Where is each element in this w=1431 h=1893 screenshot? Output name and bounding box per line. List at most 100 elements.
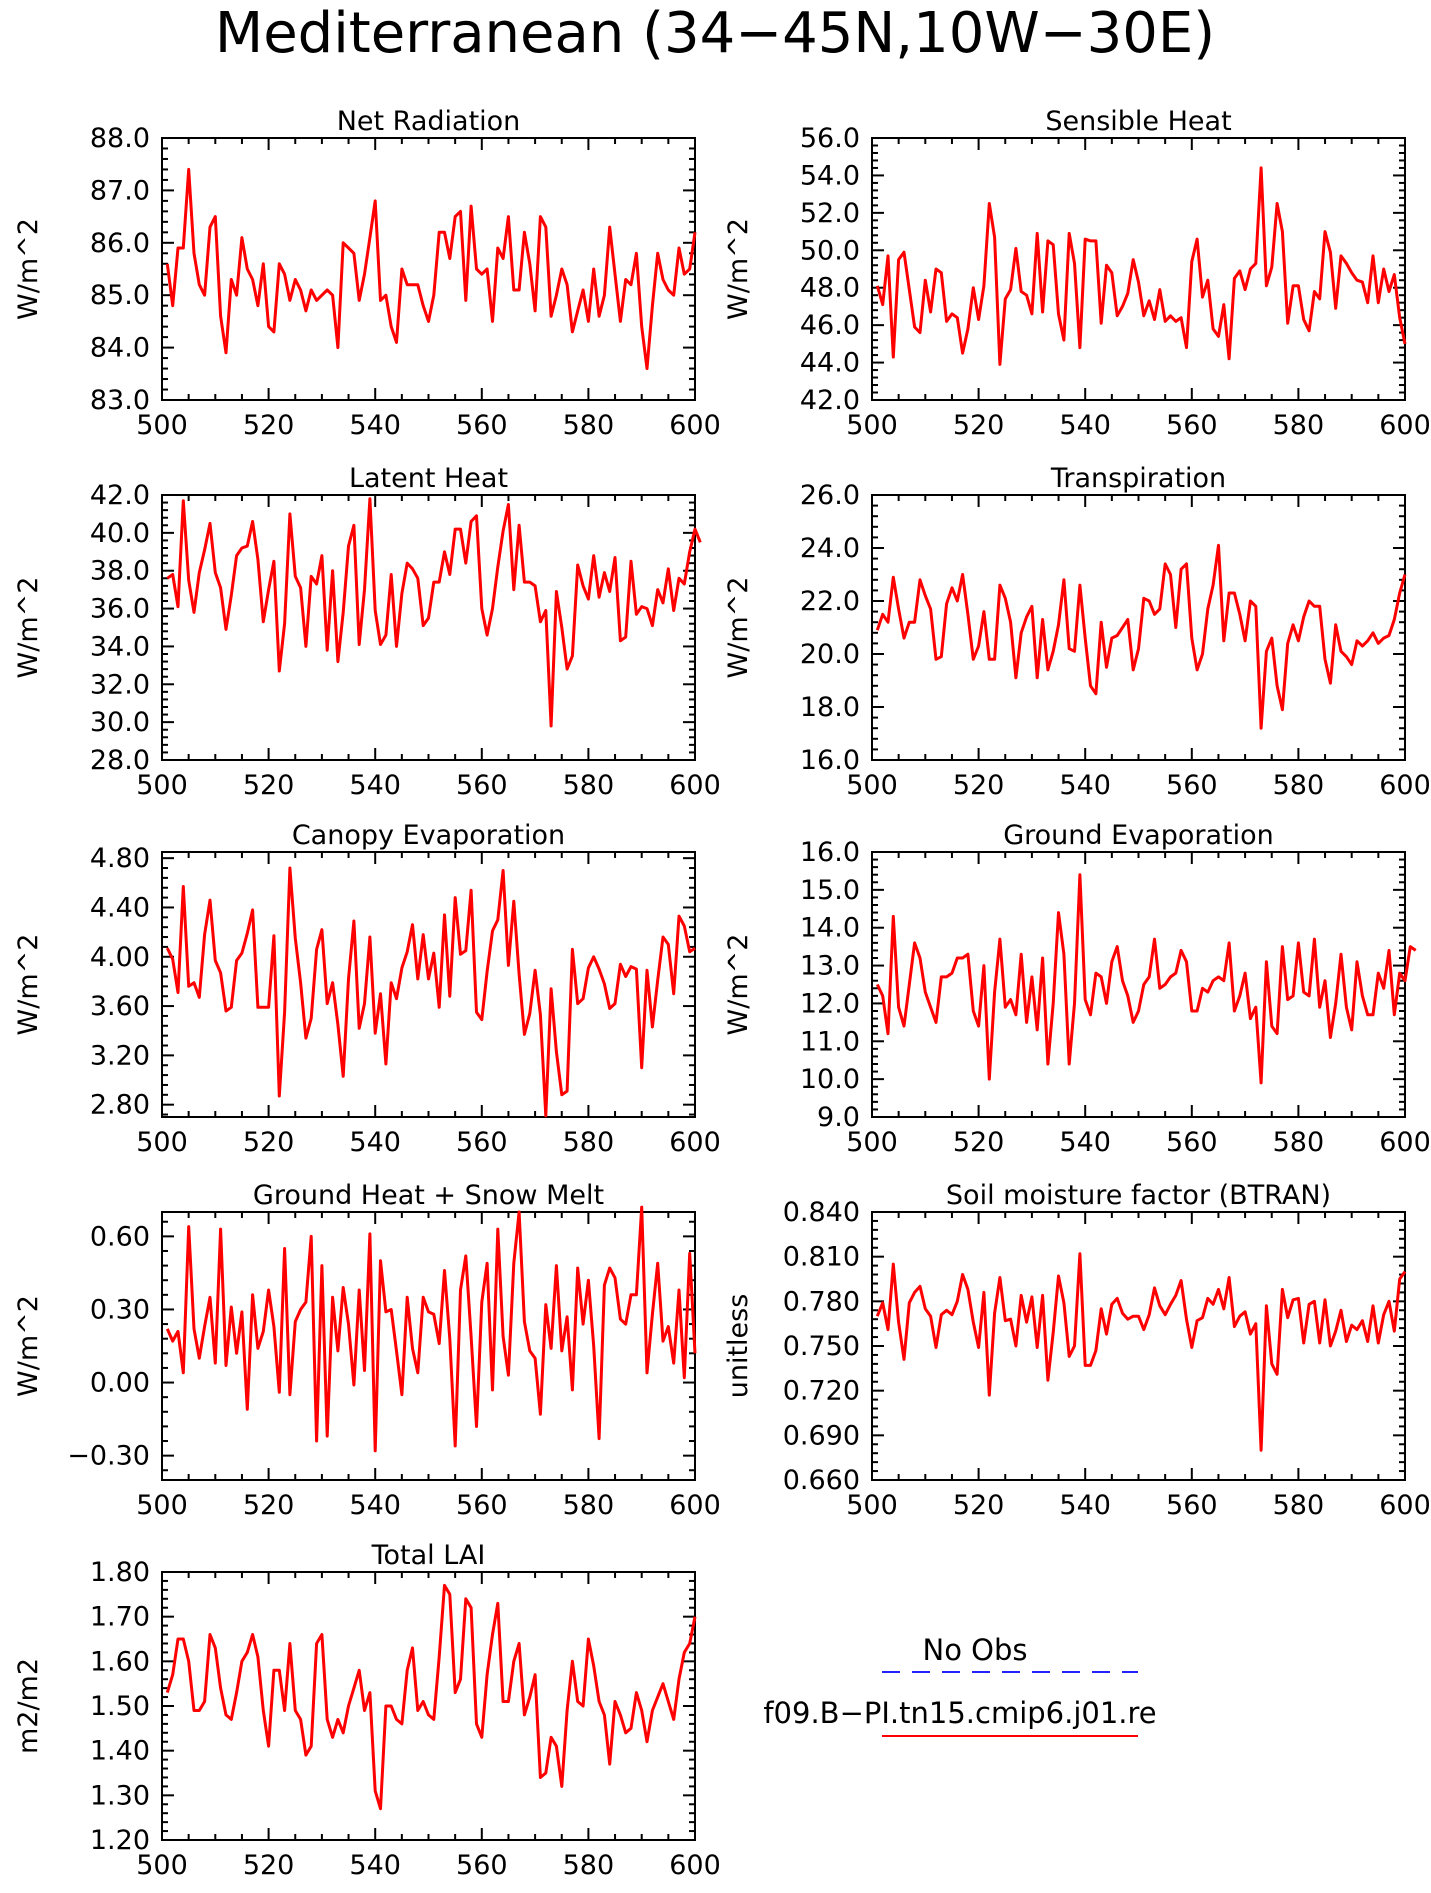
panel-total-lai: Total LAI 500 520 540 560 580 600 1.20 1.30 1.40 1… [13,1540,721,1881]
y-axis-label: W/m^2 [13,1295,44,1397]
y-axis-label: W/m^2 [723,218,754,320]
y-axis-label: m2/m2 [13,1658,44,1754]
x-tick-label: 580 [563,1490,615,1521]
y-tick-label: 48.0 [800,273,860,304]
x-tick-label: 520 [243,1127,295,1158]
x-tick-label: 580 [563,1127,615,1158]
panel-title: Ground Evaporation [1003,820,1274,851]
panel-canopy-evaporation: Canopy Evaporation 500 520 540 560 580 600 2.80… [13,820,721,1158]
y-tick-label: 83.0 [90,385,150,416]
x-tick-label: 500 [136,1490,188,1521]
x-tick-label: 560 [456,1490,508,1521]
panel-title: Sensible Heat [1045,106,1231,137]
y-tick-label: 9.0 [817,1102,860,1133]
y-tick-label: 32.0 [90,669,150,700]
series-line [875,873,1417,1085]
x-tick-label: 540 [349,770,401,801]
y-tick-label: 16.0 [800,745,860,776]
y-tick-label: 1.20 [90,1825,150,1856]
y-tick-label: 0.660 [783,1465,860,1496]
x-tick-label: 520 [953,1490,1005,1521]
y-tick-label: 1.80 [90,1557,150,1588]
y-axis-label: W/m^2 [13,577,44,679]
series-line [165,1205,697,1453]
y-tick-label: 87.0 [90,175,150,206]
x-tick-label: 560 [456,770,508,801]
series-line [875,543,1407,730]
y-tick-label: 42.0 [800,385,860,416]
plot-frame [871,137,1406,401]
x-tick-label: 600 [669,1850,721,1881]
series-line [875,166,1407,366]
y-tick-label: 3.60 [90,991,150,1022]
y-tick-label: 1.60 [90,1646,150,1677]
x-tick-label: 560 [1166,770,1218,801]
y-tick-label: 36.0 [90,594,150,625]
y-tick-label: 52.0 [800,198,860,229]
x-tick-label: 580 [563,770,615,801]
y-tick-label: 46.0 [800,310,860,341]
panel-title: Net Radiation [337,106,521,137]
panel-soil-moisture-factor-btran: Soil moisture factor (BTRAN) 500 520 540 560… [723,1180,1431,1521]
x-tick-label: 500 [136,410,188,441]
y-tick-label: 28.0 [90,745,150,776]
y-tick-label: 0.720 [783,1376,860,1407]
x-tick-label: 580 [1273,410,1325,441]
y-tick-label: 0.750 [783,1331,860,1362]
x-tick-label: 540 [349,410,401,441]
y-tick-label: 18.0 [800,692,860,723]
y-tick-label: 38.0 [90,556,150,587]
y-tick-label: 0.780 [783,1286,860,1317]
y-tick-label: 50.0 [800,235,860,266]
series-line [165,167,697,371]
x-tick-label: 500 [136,1850,188,1881]
y-tick-label: 1.50 [90,1691,150,1722]
panel-title: Latent Heat [349,463,508,494]
panel-title: Ground Heat + Snow Melt [253,1180,604,1211]
y-tick-label: 30.0 [90,707,150,738]
x-tick-label: 520 [953,1127,1005,1158]
y-tick-label: 0.840 [783,1197,860,1228]
x-tick-label: 580 [1273,770,1325,801]
y-tick-label: 40.0 [90,518,150,549]
y-tick-label: 86.0 [90,228,150,259]
y-tick-label: 12.0 [800,988,860,1019]
x-tick-label: 540 [1059,1127,1111,1158]
x-tick-label: 580 [1273,1490,1325,1521]
y-axis-label: W/m^2 [13,218,44,320]
y-tick-label: 34.0 [90,631,150,662]
y-tick-label: 15.0 [800,875,860,906]
x-tick-label: 560 [456,1850,508,1881]
figure-title: Mediterranean (34−45N,10W−30E) [215,1,1215,66]
x-tick-label: 540 [1059,1490,1111,1521]
y-tick-label: 0.810 [783,1242,860,1273]
panel-title: Transpiration [1050,463,1226,494]
y-tick-label: 0.30 [90,1294,150,1325]
legend-obs-label: No Obs [923,1633,1028,1667]
y-tick-label: 1.30 [90,1780,150,1811]
series-line [165,1583,697,1811]
x-tick-label: 500 [846,1127,898,1158]
y-tick-label: 26.0 [800,480,860,511]
x-tick-label: 520 [953,770,1005,801]
y-tick-label: 24.0 [800,533,860,564]
x-tick-label: 580 [1273,1127,1325,1158]
plot-frame [871,1211,1406,1481]
x-tick-label: 600 [669,410,721,441]
x-tick-label: 520 [243,410,295,441]
series-line [875,1252,1407,1452]
y-tick-label: 4.80 [90,843,150,874]
y-tick-label: 0.60 [90,1221,150,1252]
y-tick-label: 10.0 [800,1064,860,1095]
x-tick-label: 560 [456,410,508,441]
y-tick-label: 0.00 [90,1368,150,1399]
x-tick-label: 580 [563,1850,615,1881]
x-tick-label: 500 [136,1127,188,1158]
panel-title: Soil moisture factor (BTRAN) [946,1180,1331,1211]
x-tick-label: 520 [243,1490,295,1521]
x-tick-label: 600 [669,1490,721,1521]
y-tick-label: 4.40 [90,892,150,923]
panel-title: Total LAI [371,1540,486,1571]
y-axis-label: W/m^2 [13,934,44,1036]
x-tick-label: 600 [1379,1127,1431,1158]
